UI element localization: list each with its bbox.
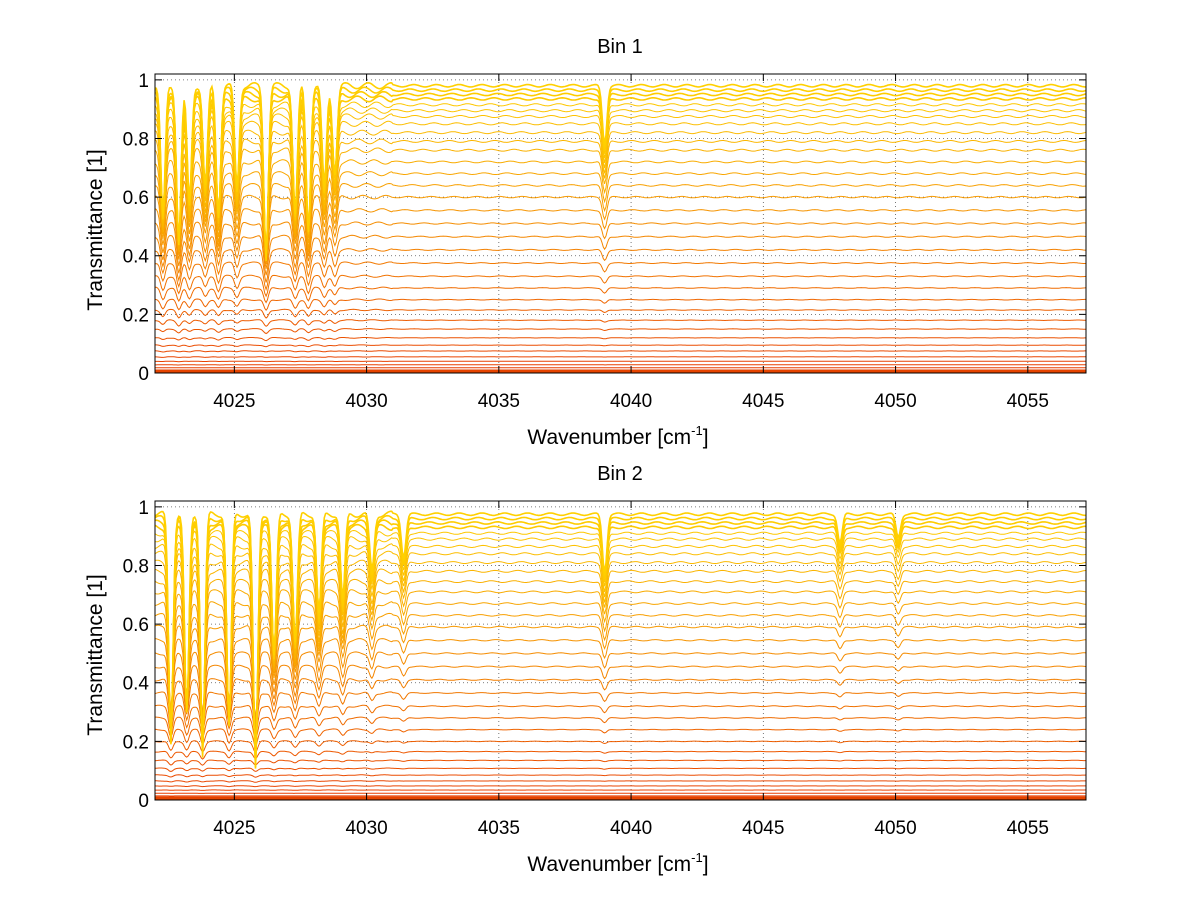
x-tick-label: 4055 xyxy=(1007,818,1049,839)
x-tick-label: 4035 xyxy=(478,391,520,412)
y-tick-label: 0.6 xyxy=(123,615,149,636)
x-axis-label-suffix: ] xyxy=(703,426,709,449)
x-tick-label: 4050 xyxy=(874,391,916,412)
x-axis-label-suffix: ] xyxy=(703,853,709,876)
plot-area: 4025 4030 4035 4040 4045 4050 4055 0 0.2 0.4 0.6 0.… xyxy=(123,498,1087,839)
x-axis-label: Wavenumber [cm-1] xyxy=(527,423,708,449)
series-line xyxy=(155,510,1086,769)
series-line xyxy=(155,750,1086,760)
y-tick-label: 0 xyxy=(138,364,149,385)
series-line xyxy=(155,568,1086,739)
series-line xyxy=(155,578,1086,734)
series-line xyxy=(155,336,1086,342)
series-line xyxy=(155,796,1086,800)
series-line xyxy=(155,785,1086,788)
x-tick-label: 4030 xyxy=(345,391,387,412)
series-line xyxy=(155,529,1086,759)
series-line xyxy=(155,369,1086,373)
x-tick-label: 4030 xyxy=(345,818,387,839)
series-line xyxy=(155,780,1086,783)
series-line xyxy=(155,767,1086,773)
series-line xyxy=(155,704,1086,736)
series-group xyxy=(155,81,1086,373)
series-line xyxy=(155,308,1086,319)
series-line xyxy=(155,716,1086,742)
series-line xyxy=(155,651,1086,723)
series-line xyxy=(155,344,1086,348)
series-line xyxy=(155,274,1086,298)
x-axis-label-text: Wavenumber [cm xyxy=(527,853,691,876)
plot-background xyxy=(155,501,1086,800)
y-tick-label: 0.6 xyxy=(123,188,149,209)
x-tick-label: 4045 xyxy=(742,818,784,839)
series-line xyxy=(155,789,1086,791)
y-tick-label: 0.8 xyxy=(123,556,149,577)
x-axis-label-superscript: -1 xyxy=(691,423,703,438)
series-line xyxy=(155,356,1086,358)
y-tick-label: 0.2 xyxy=(123,732,149,753)
chart-title: Bin 1 xyxy=(597,36,643,58)
series-line xyxy=(155,261,1086,292)
series-line xyxy=(155,514,1086,768)
x-tick-label: 4040 xyxy=(610,391,652,412)
series-line xyxy=(155,523,1086,765)
series-line xyxy=(155,234,1086,276)
x-tick-label: 4040 xyxy=(610,818,652,839)
axes-frame xyxy=(154,73,1087,374)
series-line xyxy=(155,728,1086,747)
x-axis-label-superscript: -1 xyxy=(691,850,703,865)
series-line xyxy=(155,360,1086,363)
series-line xyxy=(155,319,1086,327)
axes-frame xyxy=(154,500,1087,801)
y-axis-label: Transmittance [1] xyxy=(84,574,107,735)
series-line xyxy=(155,664,1086,723)
x-tick-label: 4025 xyxy=(213,391,255,412)
series-line xyxy=(155,519,1086,767)
chart-title: Bin 2 xyxy=(597,463,643,485)
series-line xyxy=(155,81,1086,262)
series-line xyxy=(155,601,1086,724)
series-line xyxy=(155,589,1086,728)
series-line xyxy=(155,759,1086,766)
x-tick-label: 4050 xyxy=(874,818,916,839)
series-line xyxy=(155,559,1086,742)
y-tick-label: 0 xyxy=(138,791,149,812)
panel-bin-2: Bin 2 4025 4030 4035 4040 4045 4050 4055 0 0.2 0.… xyxy=(84,463,1087,876)
y-tick-label: 0.4 xyxy=(123,674,150,695)
y-tick-label: 0.2 xyxy=(123,305,149,326)
series-line xyxy=(155,543,1086,747)
series-line xyxy=(155,691,1086,729)
y-tick-label: 0.8 xyxy=(123,129,149,150)
series-line xyxy=(155,535,1086,752)
x-axis-label-text: Wavenumber [cm xyxy=(527,426,691,449)
panel-bin-1: Bin 1 4025 4030 4035 4040 4045 4050 4055 0 0.2 0.… xyxy=(84,36,1087,449)
series-line xyxy=(155,678,1086,725)
x-tick-label: 4055 xyxy=(1007,391,1049,412)
plot-area: 4025 4030 4035 4040 4045 4050 4055 0 0.2 0.4 0.6 0.… xyxy=(123,71,1087,412)
y-tick-label: 0.4 xyxy=(123,247,150,268)
y-tick-label: 1 xyxy=(138,498,149,519)
x-tick-label: 4035 xyxy=(478,818,520,839)
x-axis-label: Wavenumber [cm-1] xyxy=(527,850,708,876)
series-group xyxy=(155,510,1086,800)
series-line xyxy=(155,774,1086,778)
x-tick-label: 4045 xyxy=(742,391,784,412)
series-line xyxy=(155,328,1086,335)
series-line xyxy=(155,740,1086,754)
y-axis-label: Transmittance [1] xyxy=(84,149,107,310)
series-line xyxy=(155,612,1086,722)
series-line xyxy=(155,624,1086,722)
series-line xyxy=(155,221,1086,269)
series-line xyxy=(155,550,1086,744)
x-tick-label: 4025 xyxy=(213,818,255,839)
series-line xyxy=(155,286,1086,304)
series-line xyxy=(155,350,1086,353)
series-line xyxy=(155,638,1086,723)
y-tick-label: 1 xyxy=(138,71,149,92)
series-line xyxy=(155,248,1086,283)
series-line xyxy=(155,298,1086,312)
